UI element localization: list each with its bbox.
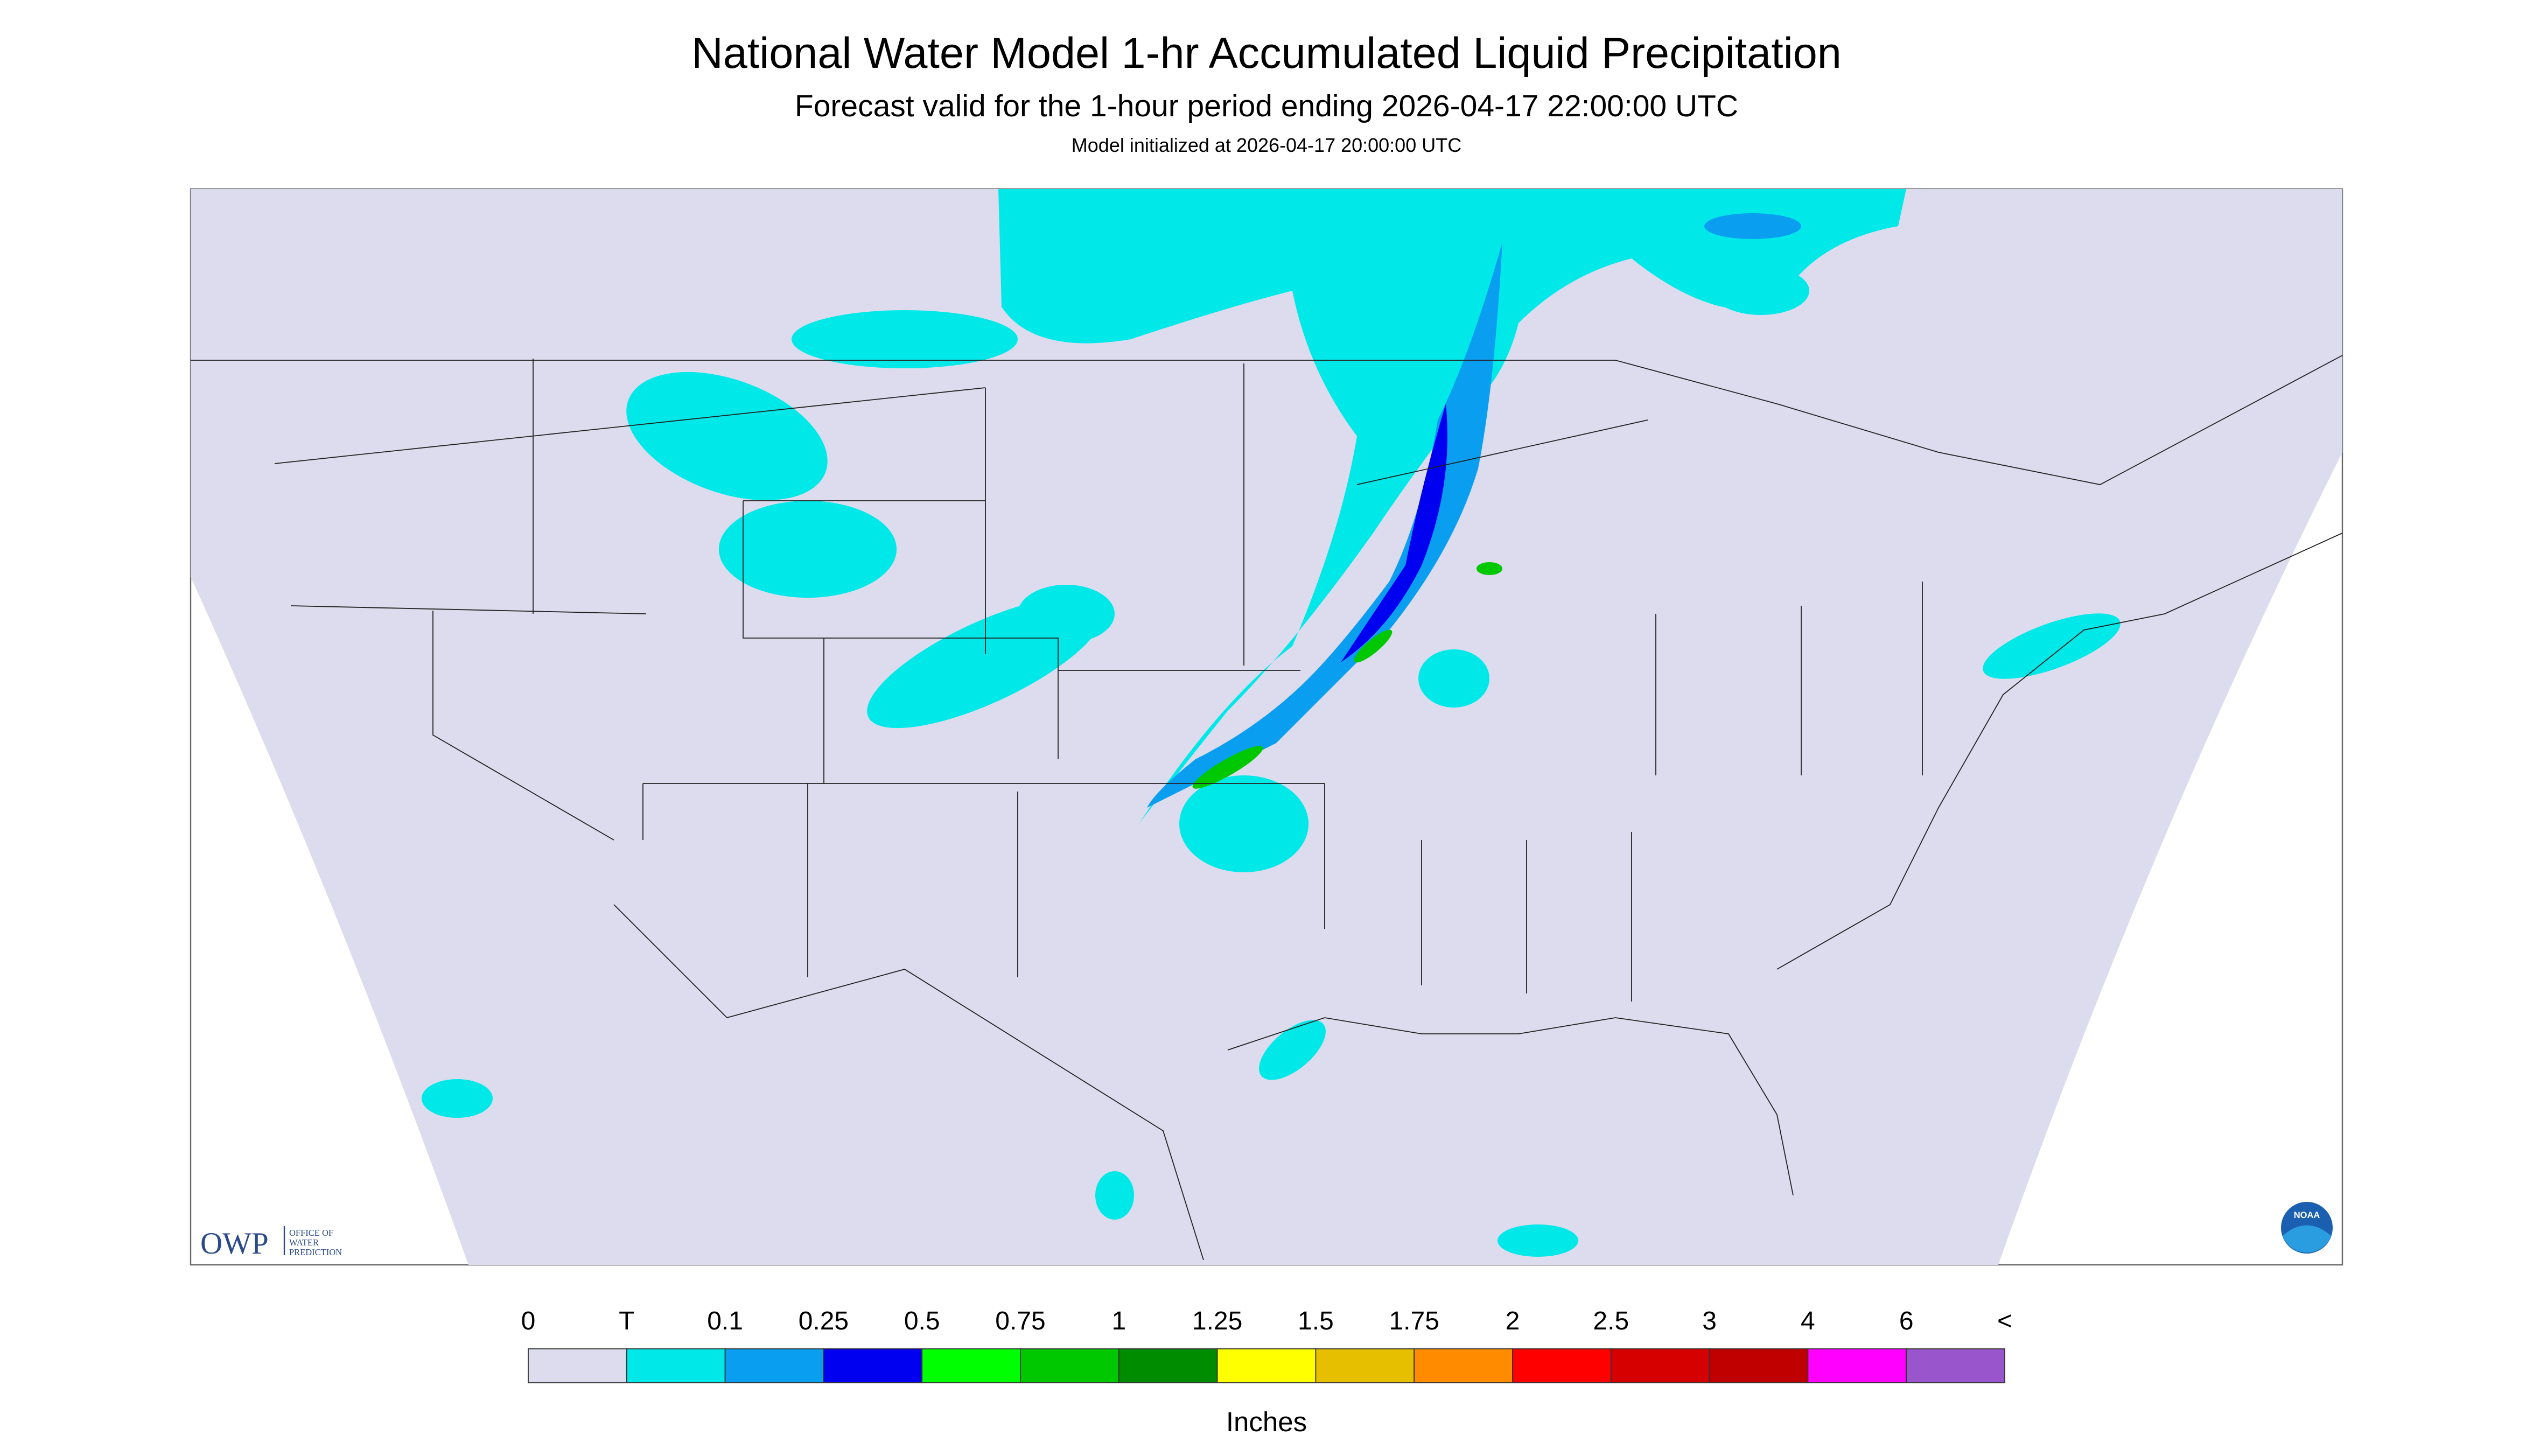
colorbar-label: 1.5	[1298, 1307, 1334, 1335]
colorbar-swatch	[724, 1348, 824, 1383]
precip-light	[422, 189, 2121, 1257]
colorbar-swatch	[1807, 1348, 1907, 1383]
colorbar-swatch	[1315, 1348, 1415, 1383]
colorbar-label: 0.5	[904, 1307, 940, 1335]
owp-line: WATER	[289, 1237, 319, 1248]
colorbar-swatch	[1020, 1348, 1119, 1383]
colorbar-label: 1.25	[1192, 1307, 1242, 1335]
colorbar-label: 2.5	[1593, 1307, 1629, 1335]
noaa-logo: NOAA	[2281, 1202, 2333, 1254]
colorbar-label: 4	[1801, 1307, 1815, 1335]
precip-moderate	[1147, 213, 1801, 808]
colorbar-swatch	[921, 1348, 1021, 1383]
colorbar-label: <	[1997, 1307, 2012, 1335]
colorbar-swatch	[528, 1348, 627, 1383]
colorbar-label: 2	[1506, 1307, 1520, 1335]
colorbar-label: 1.75	[1389, 1307, 1439, 1335]
colorbar-swatch	[1118, 1348, 1218, 1383]
subtitle: Forecast valid for the 1-hour period end…	[795, 89, 1738, 123]
noaa-wave	[2283, 1225, 2331, 1253]
colorbar-label: T	[619, 1307, 634, 1335]
colorbar-swatch	[1906, 1348, 2005, 1383]
colorbar-label: 0	[521, 1307, 536, 1335]
colorbar-swatch	[823, 1348, 923, 1383]
colorbar-label: 0.25	[799, 1307, 849, 1335]
colorbar-label: 3	[1702, 1307, 1717, 1335]
owp-logo: OWP OFFICE OF WATER PREDICTION	[200, 1226, 342, 1261]
colorbar-unit: Inches	[1226, 1406, 1307, 1437]
title: National Water Model 1-hr Accumulated Li…	[691, 29, 1842, 78]
owp-line: OFFICE OF	[289, 1228, 333, 1238]
colorbar-label: 1	[1111, 1307, 1126, 1335]
colorbar-swatch	[1216, 1348, 1317, 1383]
init-time: Model initialized at 2026-04-17 20:00:00…	[1072, 134, 1461, 156]
noaa-text: NOAA	[2294, 1210, 2320, 1220]
colorbar-swatch	[1512, 1348, 1612, 1383]
colorbar-swatch	[1414, 1348, 1513, 1383]
colorbar-swatch	[1610, 1348, 1710, 1383]
colorbar-label: 0.1	[707, 1307, 743, 1335]
colorbar-label: 6	[1899, 1307, 1914, 1335]
owp-line: PREDICTION	[289, 1247, 342, 1257]
colorbar-label: 0.75	[995, 1307, 1045, 1335]
boundaries	[191, 355, 2343, 1261]
colorbar: 0 T 0.1 0.25 0.5 0.75 1 1.25 1.5 1.75 2 2.5 3 4 6 <	[521, 1307, 2012, 1383]
colorbar-swatch	[1709, 1348, 1809, 1383]
map-panel: OWP OFFICE OF WATER PREDICTION NOAA	[190, 188, 2343, 1266]
owp-logo-text: OWP	[200, 1227, 269, 1261]
colorbar-swatch	[626, 1348, 726, 1383]
